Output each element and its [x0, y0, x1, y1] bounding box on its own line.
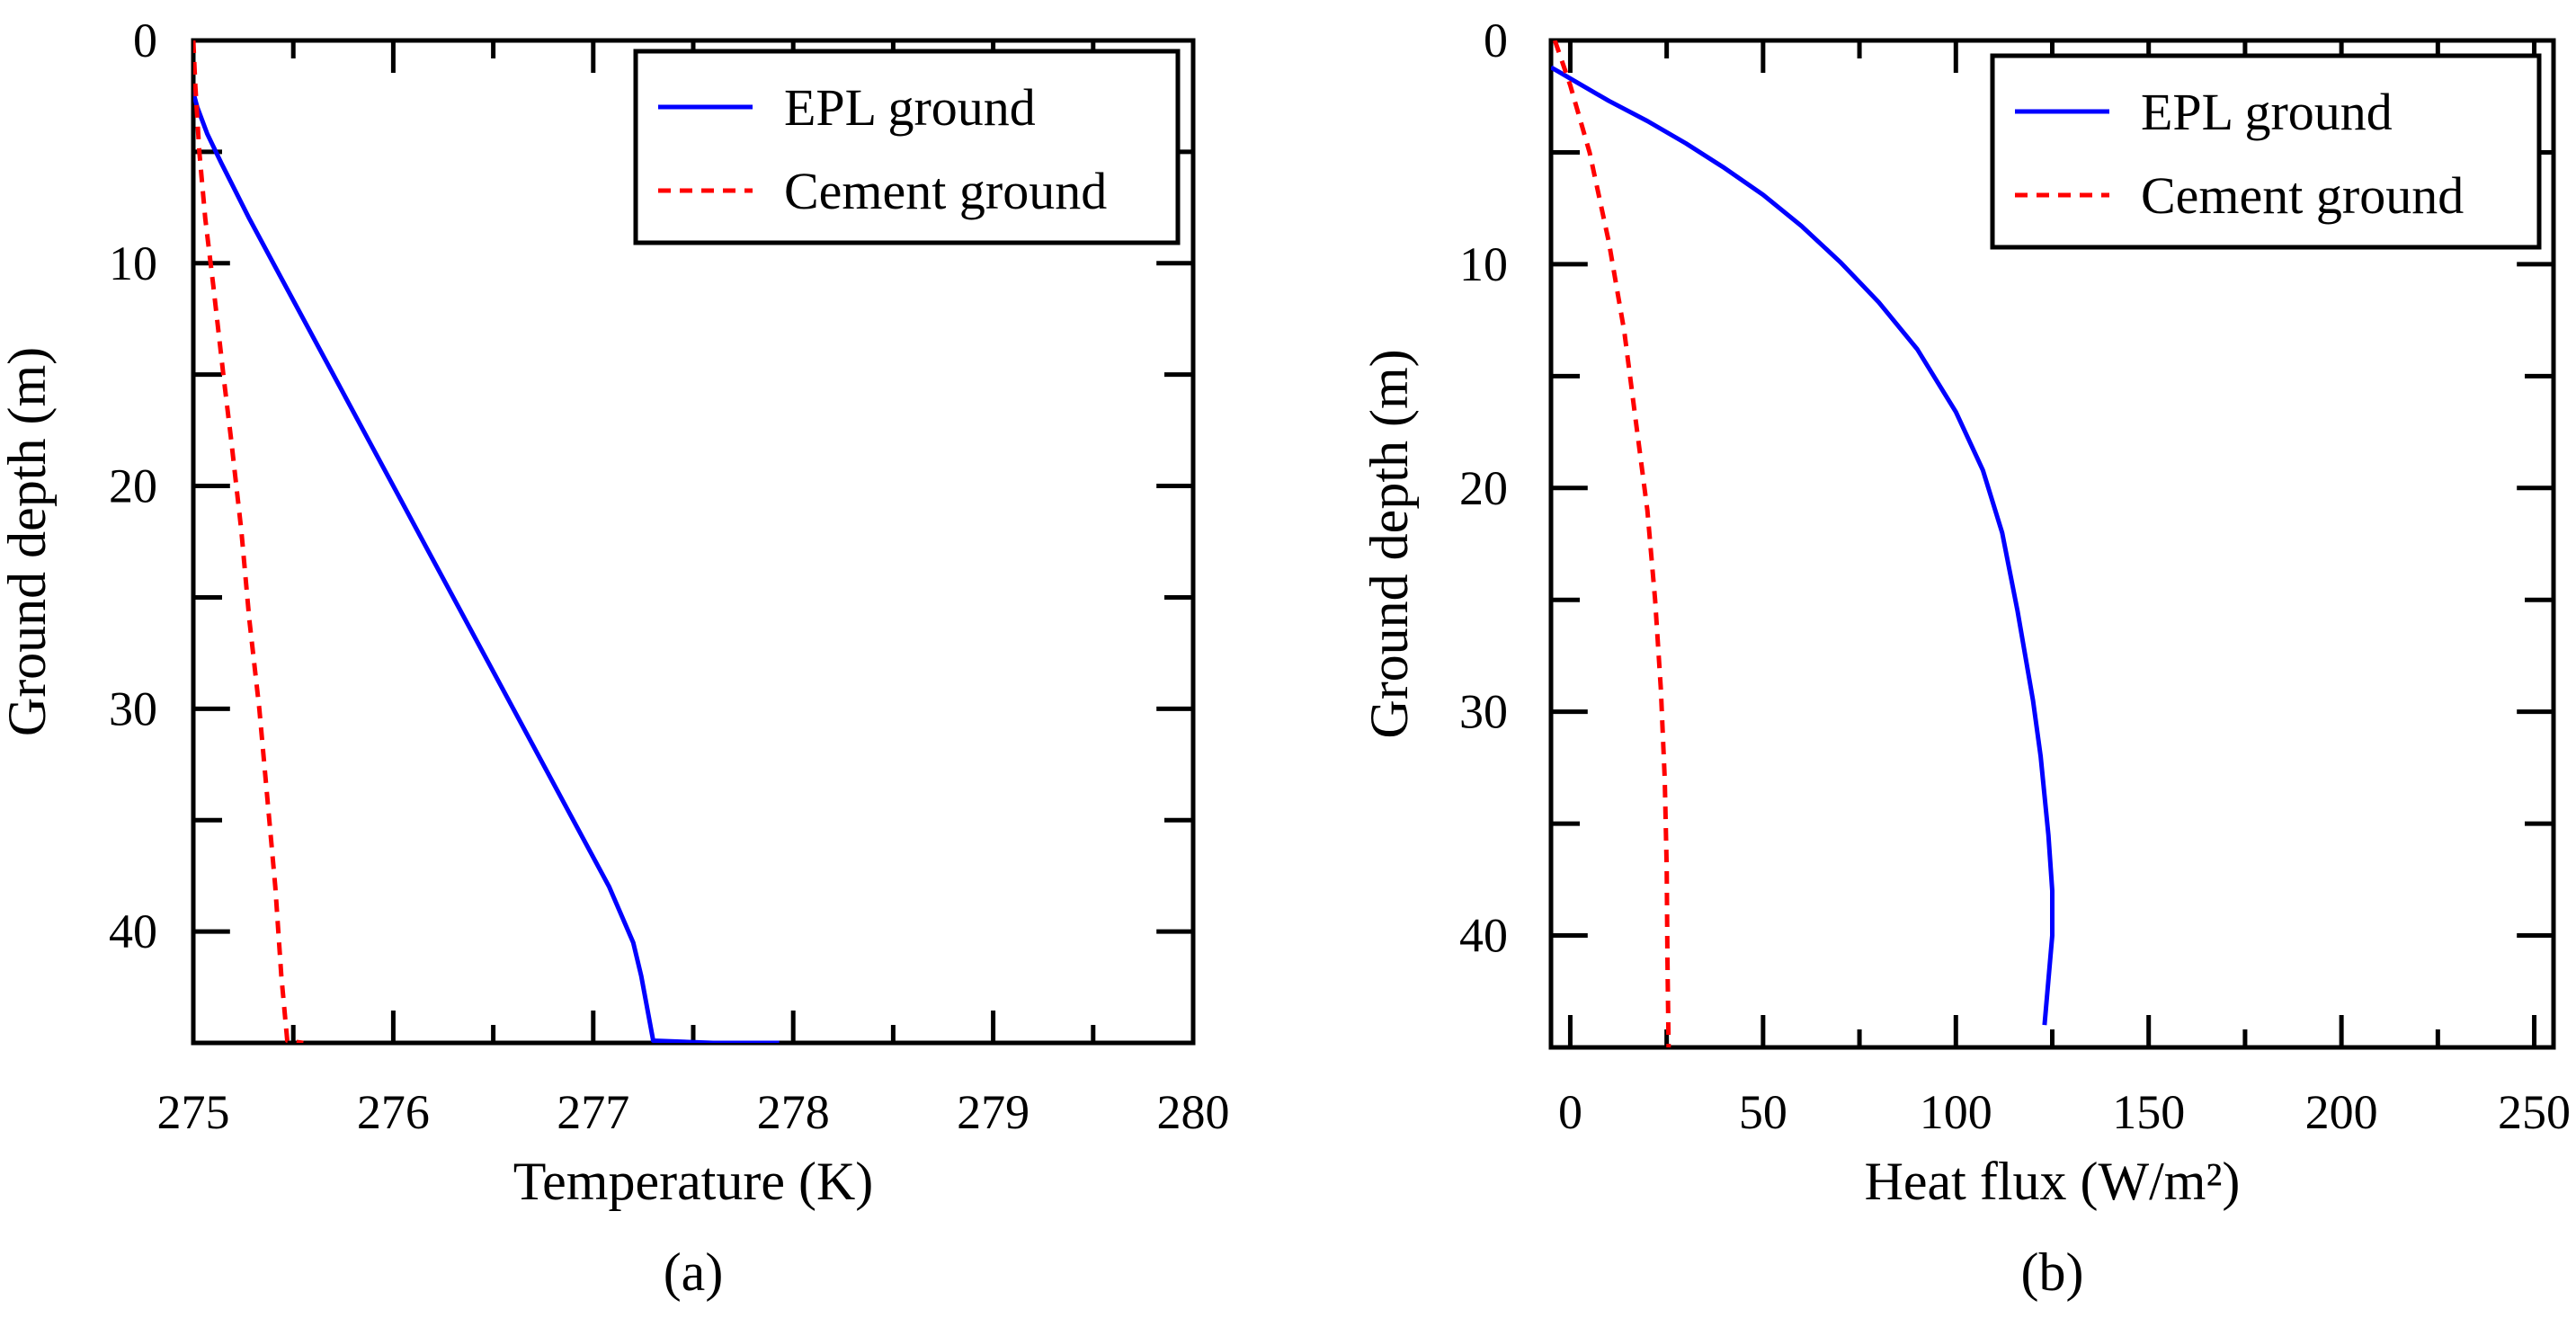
x-tick-label: 278	[757, 1085, 830, 1139]
y-tick-label: 40	[109, 904, 157, 958]
series-line-cement-ground	[1552, 40, 1671, 1047]
y-tick-label: 10	[109, 236, 157, 290]
x-tick-label: 200	[2305, 1085, 2378, 1139]
legend-label: Cement ground	[784, 162, 1107, 220]
legend-label: EPL ground	[2141, 83, 2393, 141]
panel-label: (a)	[664, 1242, 724, 1302]
series-line-cement-ground	[193, 40, 304, 1043]
legend: EPL ground Cement ground	[633, 49, 1181, 245]
x-axis-label: Temperature (K)	[513, 1152, 874, 1211]
y-tick-label: 10	[1459, 237, 1508, 291]
x-tick-label: 277	[557, 1085, 629, 1139]
y-tick-label: 30	[1459, 685, 1508, 739]
x-tick-label: 276	[357, 1085, 430, 1139]
x-axis-label: Heat flux (W/m²)	[1865, 1152, 2241, 1211]
y-tick-label: 20	[1459, 461, 1508, 515]
legend-label: EPL ground	[784, 78, 1036, 137]
x-tick-label: 50	[1739, 1085, 1787, 1139]
y-tick-label: 0	[1484, 13, 1508, 67]
y-tick-label: 20	[109, 459, 157, 513]
x-tick-label: 150	[2112, 1085, 2185, 1139]
y-axis-label: Ground depth (m)	[1359, 349, 1419, 738]
x-tick-label: 275	[157, 1085, 230, 1139]
series-line-epl-ground	[1551, 65, 2055, 1026]
x-tick-label: 279	[957, 1085, 1030, 1139]
legend-box	[633, 49, 1181, 245]
panel-label: (b)	[2021, 1242, 2084, 1302]
x-tick-label: 0	[1558, 1085, 1582, 1139]
y-tick-label: 0	[133, 13, 157, 67]
panel-a-temperature-chart: 275 276 277 278 279 280 0 10 20 30 40 EPL ground Cem…	[0, 13, 1230, 1302]
legend-label: Cement ground	[2141, 166, 2464, 225]
panel-b-heat-flux-chart: 0 50 100 150 200 250 0 10 20 30 40 EPL ground Cement…	[1359, 13, 2571, 1302]
y-tick-label: 30	[109, 681, 157, 735]
legend-box	[1990, 53, 2542, 250]
x-tick-label: 280	[1157, 1085, 1230, 1139]
x-tick-label: 250	[2498, 1085, 2571, 1139]
x-tick-label: 100	[1920, 1085, 1992, 1139]
legend: EPL ground Cement ground	[1990, 53, 2542, 250]
y-axis-label: Ground depth (m)	[0, 347, 57, 736]
y-tick-label: 40	[1459, 909, 1508, 963]
